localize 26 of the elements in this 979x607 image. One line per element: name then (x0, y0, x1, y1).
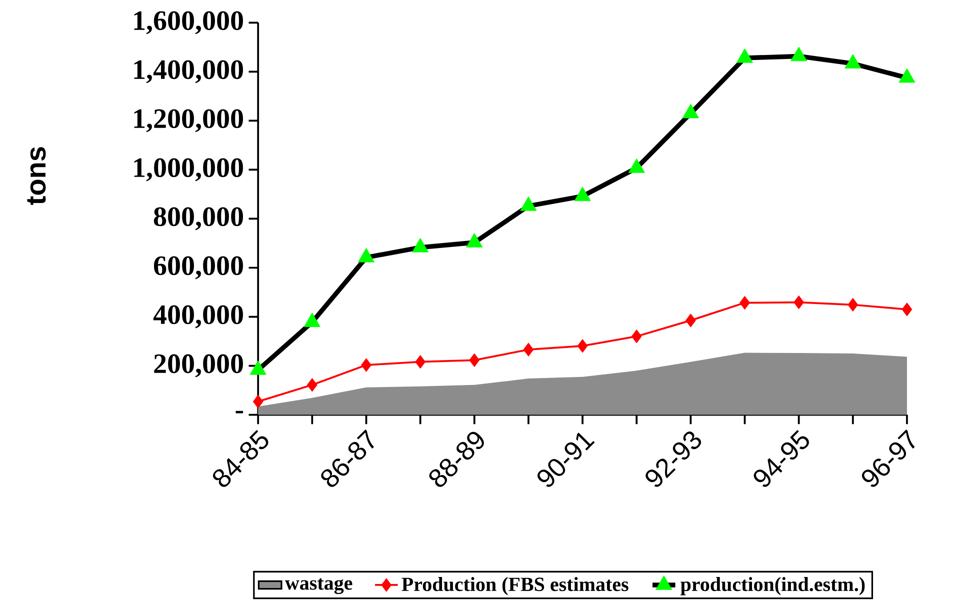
point (902, 302, 912, 316)
y-tick-label: 1,000,000 (134, 158, 243, 182)
point (740, 296, 750, 310)
point (306, 378, 318, 392)
point (577, 339, 588, 353)
y-tick-label: 1,200,000 (134, 109, 243, 132)
y-tick-label: 200,000 (154, 354, 243, 378)
point (685, 314, 696, 328)
legend-label: Production (FBS estimates (402, 577, 628, 596)
point (794, 296, 804, 310)
y-tick-label: 1,600,000 (134, 11, 243, 34)
y-tick-label: 600,000 (154, 256, 243, 280)
point (252, 394, 264, 408)
point (415, 355, 426, 369)
legend-label: wastage (285, 578, 352, 594)
point (361, 358, 372, 372)
y-axis-title: tons (27, 147, 46, 205)
y-tick-label: 800,000 (154, 207, 243, 230)
y-tick-label: 400,000 (153, 305, 243, 328)
y-tick-label: - (236, 410, 244, 414)
point (631, 330, 642, 344)
y-tick-label: 1,400,000 (134, 60, 243, 84)
point (523, 342, 534, 357)
point (848, 298, 858, 312)
legend-label: production(ind.estm.) (680, 577, 865, 596)
point (469, 353, 480, 368)
